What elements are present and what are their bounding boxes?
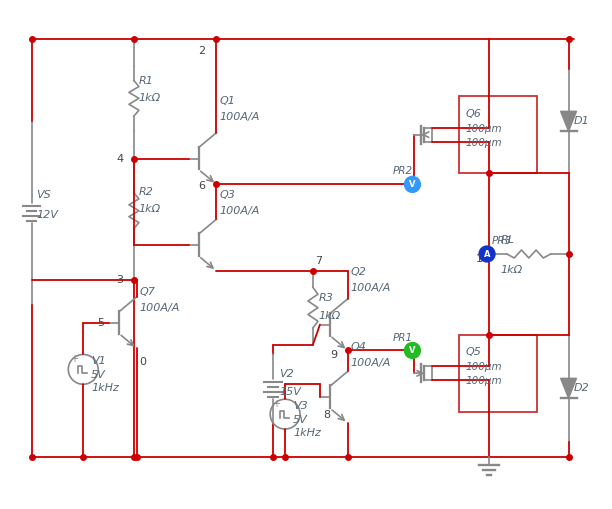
Text: 5V: 5V	[91, 371, 106, 380]
Text: A: A	[483, 249, 490, 259]
Text: 1kΩ: 1kΩ	[139, 204, 161, 214]
Text: Q7: Q7	[140, 287, 156, 297]
Text: 0: 0	[139, 357, 146, 367]
Text: 15V: 15V	[279, 387, 301, 397]
Text: V2: V2	[279, 370, 294, 379]
Text: R2: R2	[139, 187, 154, 197]
Text: PR2: PR2	[392, 166, 412, 177]
Text: +: +	[272, 399, 280, 409]
Text: 1kΩ: 1kΩ	[319, 310, 341, 321]
Text: V1: V1	[91, 356, 106, 366]
Text: 5V: 5V	[293, 415, 308, 425]
Text: Q6: Q6	[465, 109, 481, 119]
Text: 100A/A: 100A/A	[351, 283, 391, 293]
Text: 2: 2	[198, 46, 206, 56]
Text: R3: R3	[319, 293, 334, 303]
Text: 7: 7	[315, 256, 322, 266]
Text: D2: D2	[573, 383, 589, 393]
Text: R1: R1	[139, 76, 154, 86]
Text: 100μm: 100μm	[465, 376, 502, 386]
Bar	[459, 334, 537, 412]
Text: 8: 8	[323, 410, 330, 420]
Circle shape	[405, 177, 420, 192]
Bar	[459, 96, 537, 174]
Text: V: V	[409, 180, 416, 189]
Text: VS: VS	[37, 190, 51, 201]
Text: D1: D1	[573, 116, 589, 126]
Text: 100A/A: 100A/A	[351, 358, 391, 369]
Text: 1kΩ: 1kΩ	[501, 265, 523, 275]
Text: 100μm: 100μm	[465, 124, 502, 134]
Text: +: +	[70, 354, 78, 364]
Text: 5: 5	[97, 318, 104, 328]
Text: Q2: Q2	[351, 267, 367, 277]
Text: V: V	[409, 346, 416, 355]
Circle shape	[405, 343, 420, 358]
Circle shape	[479, 246, 495, 262]
Text: 100A/A: 100A/A	[220, 112, 260, 122]
Text: PR1: PR1	[392, 332, 412, 343]
Text: 12V: 12V	[37, 210, 58, 220]
Text: 1kΩ: 1kΩ	[139, 93, 161, 103]
Polygon shape	[561, 378, 577, 398]
Text: 9: 9	[330, 350, 337, 360]
Text: 100μm: 100μm	[465, 362, 502, 373]
Polygon shape	[561, 111, 577, 131]
Text: 100μm: 100μm	[465, 137, 502, 148]
Text: 3: 3	[116, 275, 123, 285]
Text: 4: 4	[116, 154, 123, 163]
Text: 1kHz: 1kHz	[91, 383, 119, 393]
Text: 100A/A: 100A/A	[220, 206, 260, 216]
Text: Q3: Q3	[220, 190, 236, 201]
Text: Q4: Q4	[351, 343, 367, 353]
Text: 1: 1	[476, 254, 483, 264]
Text: Q5: Q5	[465, 348, 481, 357]
Text: 6: 6	[198, 181, 206, 191]
Text: 1kHz: 1kHz	[293, 428, 321, 438]
Text: V3: V3	[293, 401, 308, 411]
Text: PR3: PR3	[492, 236, 512, 246]
Text: 100A/A: 100A/A	[140, 303, 181, 313]
Text: Q1: Q1	[220, 96, 236, 106]
Text: RL: RL	[501, 235, 515, 245]
